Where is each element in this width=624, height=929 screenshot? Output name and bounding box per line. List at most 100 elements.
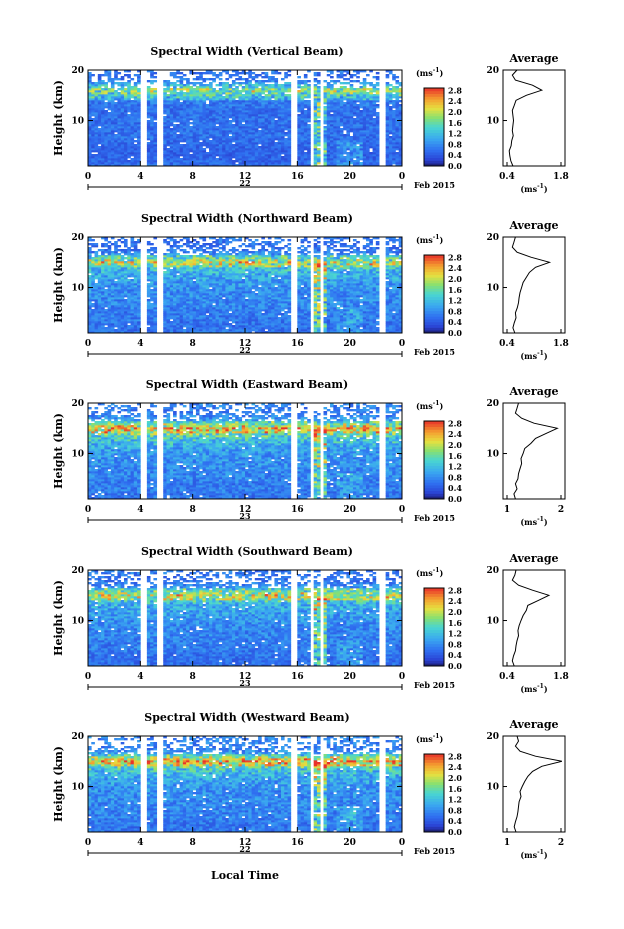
heat-cell [104,90,108,93]
heat-cell [107,317,112,320]
heat-cell [398,146,403,149]
heat-cell [395,132,400,135]
heat-cell [212,104,216,107]
heat-cell [375,311,380,314]
heat-cell [88,309,92,312]
heat-cell [346,136,351,139]
heat-cell [179,303,184,306]
heat-cell [199,152,203,155]
heat-cell [362,120,367,123]
heat-cell [330,120,334,123]
heat-cell [186,303,190,306]
heat-cell [330,164,334,167]
heat-cell [330,134,334,137]
heat-cell [307,331,311,334]
heat-cell [133,128,138,131]
heat-cell [179,122,184,125]
heat-cell [254,329,259,332]
heat-cell [392,160,396,163]
heat-cell [202,307,207,310]
heat-cell [245,303,249,306]
heat-cell [235,70,239,73]
heat-cell [277,327,282,330]
heat-cell [146,162,151,165]
heat-cell [114,92,118,95]
heat-cell [117,329,122,332]
heat-cell [297,307,301,310]
heat-cell [326,331,331,334]
heat-cell [271,70,275,73]
heat-cell [369,88,373,91]
heat-cell [271,86,275,89]
heat-cell [186,146,190,149]
heat-cell [307,323,311,326]
heat-cell [91,154,95,157]
heat-cell [323,331,328,334]
heat-cell [222,160,226,163]
heat-cell [287,162,292,165]
heat-cell [388,70,393,73]
heat-cell [346,106,351,109]
heat-cell [114,94,118,97]
heat-cell [339,98,344,101]
heat-cell [110,303,115,306]
heat-cell [339,134,344,137]
x-tick-label: 8 [190,172,196,182]
heat-cell [235,88,239,91]
heat-cell [179,158,184,161]
heat-cell [101,128,105,131]
heat-cell [356,162,360,165]
heat-cell [212,317,216,320]
heat-cell [137,110,141,113]
heat-cell [267,148,272,151]
heat-cell [307,132,311,135]
heat-cell [346,315,351,318]
heat-cell [303,132,308,135]
heat-cell [287,126,292,129]
heat-cell [209,309,213,312]
heat-cell [110,80,115,83]
heat-cell [307,156,311,159]
heat-cell [192,92,197,95]
heat-cell [110,144,115,147]
heat-cell [146,160,151,163]
heat-cell [209,313,213,316]
heat-cell [356,146,360,149]
heat-cell [199,303,203,306]
heat-cell [254,108,259,111]
heat-cell [330,86,334,89]
heat-cell [366,128,370,131]
heat-cell [222,315,226,318]
heat-cell [215,130,220,133]
heat-cell [307,142,311,145]
heat-cell [195,98,200,101]
heat-cell [349,311,354,314]
heat-cell [375,160,380,163]
heat-cell [339,164,344,167]
heat-cell [199,112,203,115]
heat-cell [101,158,105,161]
heat-cell [385,164,390,167]
heat-cell [123,98,128,101]
heat-cell [395,162,400,165]
heat-cell [218,78,223,81]
heat-cell [192,88,197,91]
heat-cell [123,114,128,117]
heat-cell [333,144,337,147]
heat-cell [94,110,99,113]
heat-cell [228,315,233,318]
heat-cell [153,114,158,117]
heat-cell [333,154,337,157]
heat-cell [235,307,239,310]
heat-cell [88,132,92,135]
heat-cell [277,96,282,99]
heat-cell [215,132,220,135]
heat-cell [192,116,197,119]
heat-cell [117,112,122,115]
heat-cell [346,118,351,121]
heat-cell [120,112,125,115]
heat-cell [316,150,321,153]
heat-cell [359,92,364,95]
heat-cell [264,124,269,127]
heat-cell [297,134,301,137]
